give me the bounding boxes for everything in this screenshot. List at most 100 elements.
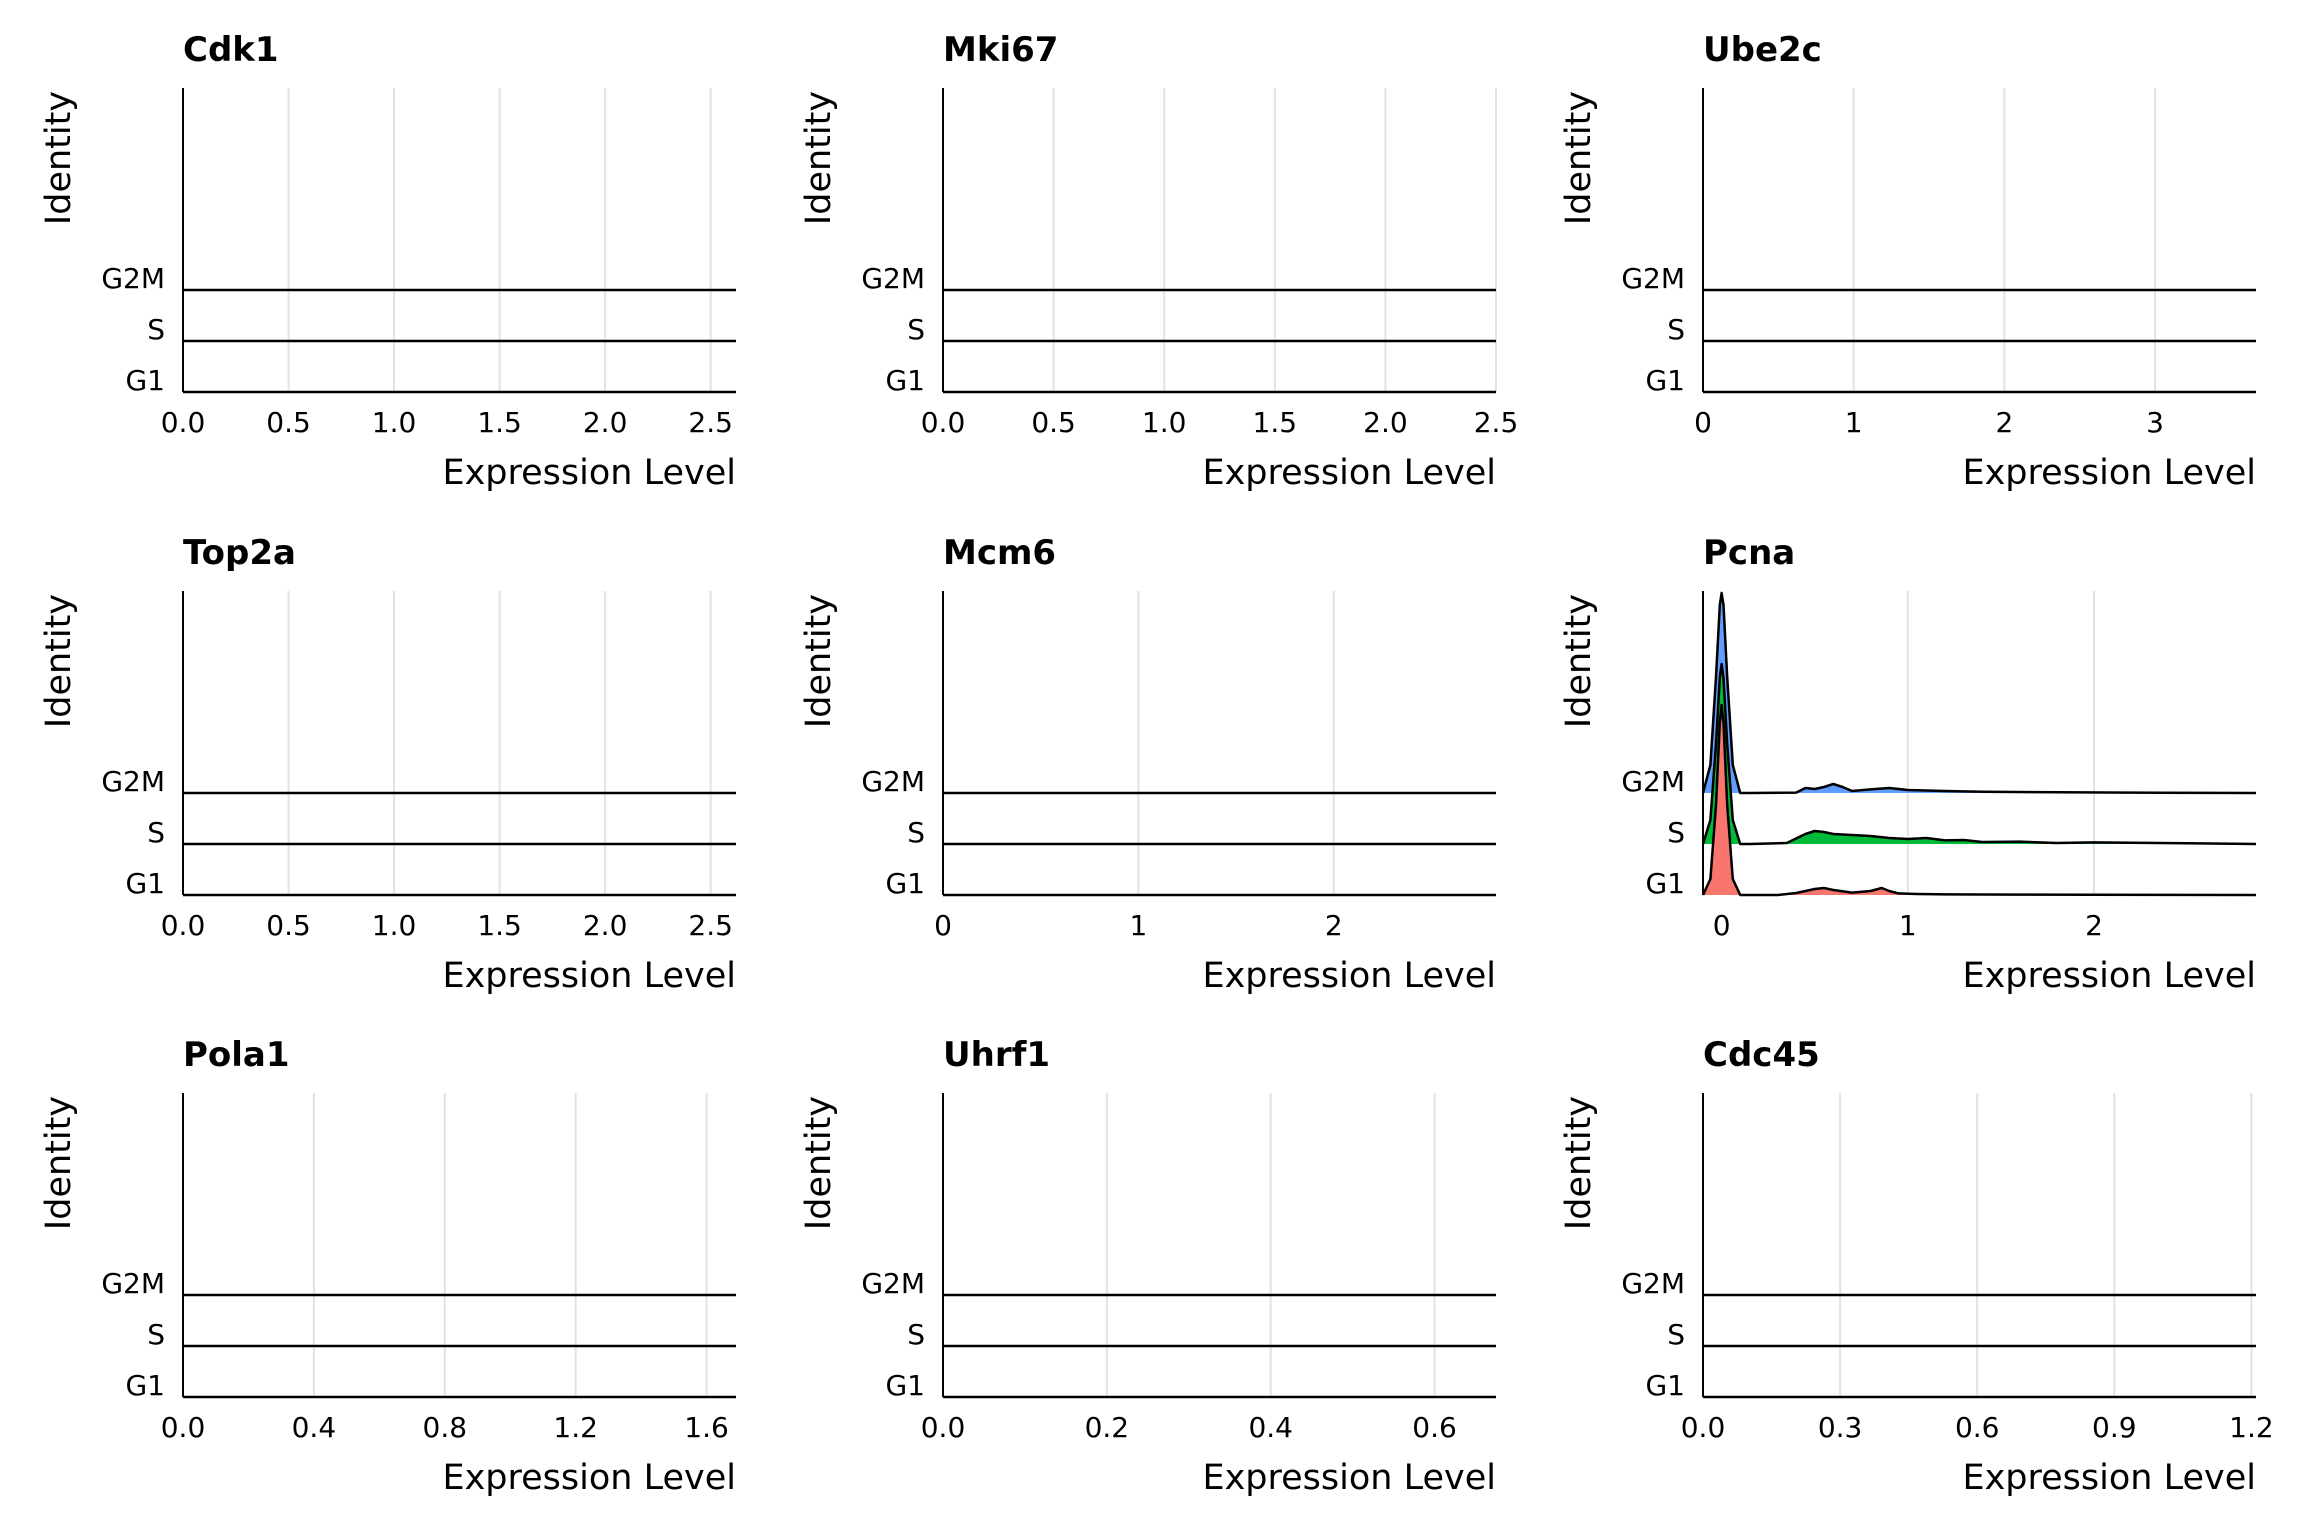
x-tick-label: 0.0 [1681, 1411, 1726, 1444]
x-tick-label: 1.5 [1253, 406, 1298, 439]
x-tick-label: 1.5 [477, 406, 522, 439]
category-label-g2m: G2M [101, 1267, 165, 1300]
category-label-s: S [147, 1318, 165, 1351]
x-tick-label: 1.2 [2229, 1411, 2274, 1444]
x-tick-label: 2.5 [688, 909, 733, 942]
x-axis-title: Expression Level [1202, 1458, 1496, 1498]
x-tick-label: 1 [1129, 909, 1147, 942]
x-tick-label: 0.8 [423, 1411, 468, 1444]
x-tick-label: 1.0 [372, 406, 417, 439]
category-label-s: S [147, 816, 165, 849]
panel-ube2c: Ube2c Identity G1 S G2M 0 1 2 3 Expression Level [1559, 30, 2256, 493]
x-tick-label: 2.5 [688, 406, 733, 439]
x-axis-title: Expression Level [442, 453, 736, 493]
y-axis-title: Identity [1559, 91, 1599, 225]
y-axis-title: Identity [1559, 1096, 1599, 1230]
x-tick-label: 1.5 [477, 909, 522, 942]
x-tick-label: 0.5 [266, 406, 311, 439]
category-label-g2m: G2M [1621, 765, 1685, 798]
ridge-outline-g2m [1701, 591, 2257, 795]
panel-title: Pcna [1703, 533, 1795, 573]
x-tick-label: 0.6 [1412, 1411, 1457, 1444]
category-label-s: S [1667, 1318, 1685, 1351]
x-tick-label: 0.0 [161, 406, 206, 439]
category-label-g1: G1 [1645, 1369, 1685, 1402]
panel-top2a: Top2a Identity G1 S G2M 0.0 0.5 1.0 1.5 2.0 2.5 Exp… [39, 533, 736, 996]
x-tick-label: 3 [2146, 406, 2164, 439]
category-label-g2m: G2M [1621, 262, 1685, 295]
x-tick-label: 1.6 [684, 1411, 729, 1444]
category-label-s: S [1667, 313, 1685, 346]
category-label-g1: G1 [885, 1369, 925, 1402]
x-tick-label: 0.0 [921, 406, 966, 439]
x-tick-label: 1.2 [553, 1411, 598, 1444]
x-tick-label: 0 [1713, 909, 1731, 942]
panel-pcna: Pcna Identity G1 S G2M 0 1 2 Expression Level [1559, 533, 2257, 996]
x-axis-title: Expression Level [1962, 1458, 2256, 1498]
ridge-outline-g1 [1701, 703, 2257, 897]
y-axis-title: Identity [39, 594, 79, 728]
panel-title: Cdk1 [183, 30, 279, 70]
ridge-fill-s [1703, 664, 2256, 844]
panel-uhrf1: Uhrf1 Identity G1 S G2M 0.0 0.2 0.4 0.6 Expressio… [799, 1035, 1496, 1498]
x-tick-label: 1.0 [1142, 406, 1187, 439]
category-label-g1: G1 [1645, 364, 1685, 397]
x-tick-label: 0 [1694, 406, 1712, 439]
panel-title: Ube2c [1703, 30, 1822, 70]
x-axis-title: Expression Level [1202, 956, 1496, 996]
x-tick-label: 0.4 [1248, 1411, 1293, 1444]
ridge-outline-s [1701, 662, 2257, 846]
category-label-g1: G1 [125, 364, 165, 397]
x-tick-label: 2.0 [1363, 406, 1408, 439]
x-axis-title: Expression Level [1962, 453, 2256, 493]
x-tick-label: 0.3 [1818, 1411, 1863, 1444]
x-tick-label: 1.0 [372, 909, 417, 942]
category-label-s: S [907, 1318, 925, 1351]
x-axis-title: Expression Level [1962, 956, 2256, 996]
panel-title: Uhrf1 [943, 1035, 1050, 1075]
x-tick-label: 0.0 [921, 1411, 966, 1444]
x-tick-label: 2 [2085, 909, 2103, 942]
category-label-g1: G1 [885, 364, 925, 397]
category-label-g2m: G2M [101, 262, 165, 295]
x-tick-label: 1 [1899, 909, 1917, 942]
x-tick-label: 0.4 [292, 1411, 337, 1444]
x-axis-title: Expression Level [442, 1458, 736, 1498]
category-label-g2m: G2M [101, 765, 165, 798]
panel-mki67: Mki67 Identity G1 S G2M 0.0 0.5 1.0 1.5 2.0 2.5 Exp… [799, 30, 1518, 493]
category-label-s: S [147, 313, 165, 346]
category-label-g2m: G2M [1621, 1267, 1685, 1300]
category-label-s: S [907, 816, 925, 849]
y-axis-title: Identity [39, 1096, 79, 1230]
x-tick-label: 0 [934, 909, 952, 942]
x-tick-label: 1 [1845, 406, 1863, 439]
panel-title: Pola1 [183, 1035, 290, 1075]
x-tick-label: 2 [1995, 406, 2013, 439]
category-label-g1: G1 [1645, 867, 1685, 900]
category-label-s: S [907, 313, 925, 346]
panel-cdc45: Cdc45 Identity G1 S G2M 0.0 0.3 0.6 0.9 1.2 Expres… [1559, 1035, 2274, 1498]
category-label-g2m: G2M [861, 262, 925, 295]
y-axis-title: Identity [39, 91, 79, 225]
x-tick-label: 0.6 [1955, 1411, 2000, 1444]
y-axis-title: Identity [799, 1096, 839, 1230]
ridge-fill-g1 [1703, 705, 2256, 895]
category-label-g2m: G2M [861, 1267, 925, 1300]
y-axis-title: Identity [1559, 594, 1599, 728]
x-tick-label: 0.2 [1085, 1411, 1130, 1444]
x-tick-label: 2 [1325, 909, 1343, 942]
panel-title: Mki67 [943, 30, 1058, 70]
x-tick-label: 0.9 [2092, 1411, 2137, 1444]
panel-title: Mcm6 [943, 533, 1056, 573]
x-axis-title: Expression Level [442, 956, 736, 996]
panel-title: Top2a [183, 533, 296, 573]
panel-cdk1: Cdk1 Identity G1 S G2M 0.0 0.5 1.0 1.5 2.0 2.5 Expr… [39, 30, 736, 493]
panel-pola1: Pola1 Identity G1 S G2M 0.0 0.4 0.8 1.2 1.6 Expres… [39, 1035, 736, 1498]
panel-mcm6: Mcm6 Identity G1 S G2M 0 1 2 Expression Level [799, 533, 1496, 996]
category-label-g2m: G2M [861, 765, 925, 798]
x-tick-label: 2.0 [583, 406, 628, 439]
ridge-fill-g2m [1703, 593, 2256, 793]
x-tick-label: 2.0 [583, 909, 628, 942]
category-label-s: S [1667, 816, 1685, 849]
